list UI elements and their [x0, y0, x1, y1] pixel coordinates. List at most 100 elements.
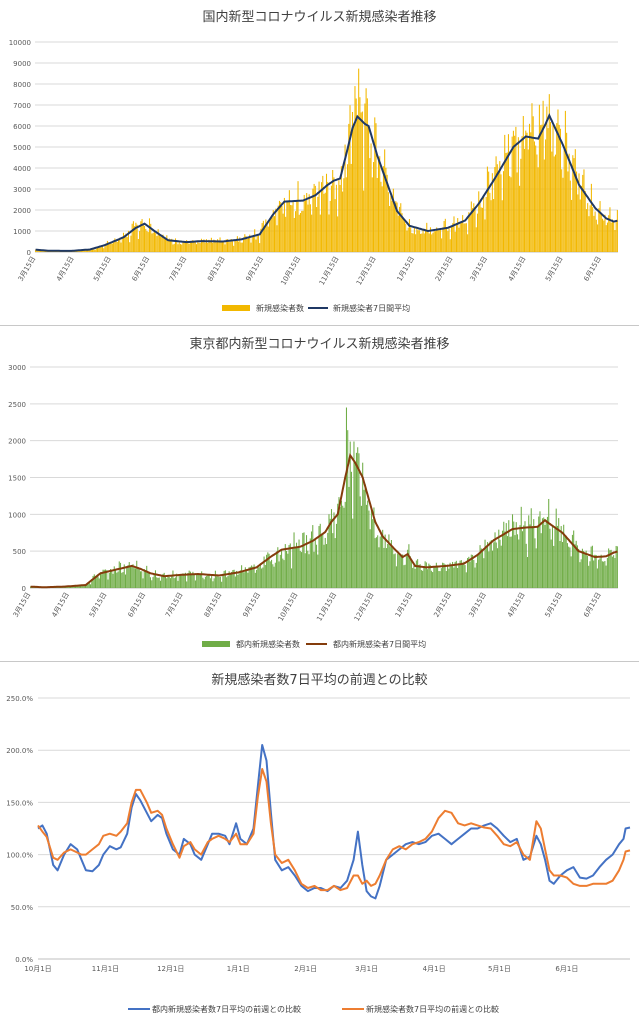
bar [606, 557, 608, 588]
bar [197, 240, 199, 252]
bar [361, 111, 363, 252]
bar [338, 180, 340, 252]
bar [80, 585, 82, 588]
bar [231, 241, 233, 252]
bar [178, 574, 180, 588]
y-tick-label: 8000 [13, 81, 31, 89]
bar [148, 218, 151, 252]
bar [392, 188, 394, 252]
bar [168, 577, 170, 588]
bar [388, 534, 390, 588]
bar [247, 237, 250, 252]
bar [519, 525, 521, 588]
bar [363, 190, 365, 252]
bar [432, 572, 434, 588]
bar [262, 567, 264, 588]
bar [520, 506, 522, 588]
bar [118, 239, 120, 252]
bar [503, 521, 505, 588]
bar [267, 552, 269, 588]
bar [390, 540, 392, 588]
chart-tokyo-svg: 東京都内新型コロナウイルス新規感染者推移 0 500 1000 1500 2000 250… [8, 336, 618, 649]
bar [490, 200, 492, 252]
bar [270, 219, 272, 252]
bar [392, 547, 394, 588]
bar [318, 526, 320, 588]
bar [325, 173, 328, 252]
bar [604, 561, 606, 588]
bar [499, 539, 501, 588]
bar [382, 166, 384, 252]
bar [509, 536, 511, 588]
bar [389, 206, 391, 252]
bar [272, 564, 274, 588]
bar [90, 248, 92, 252]
bar [353, 441, 355, 588]
bar [584, 190, 586, 252]
bar [448, 228, 450, 252]
bar [193, 574, 195, 588]
bar [82, 584, 84, 588]
y-tick-label: 0.0% [15, 956, 33, 964]
bar [567, 171, 569, 252]
bar [257, 565, 259, 588]
bar [493, 542, 495, 588]
bar [221, 581, 223, 588]
bar [488, 551, 490, 588]
bar [362, 462, 364, 588]
bar [459, 221, 461, 252]
bar [153, 573, 155, 588]
bar [599, 201, 601, 252]
bar [429, 564, 431, 588]
bar [359, 97, 361, 252]
bar [560, 526, 562, 588]
bar [414, 568, 416, 588]
bar [400, 555, 402, 588]
x-tick-label: 2月15日 [434, 255, 455, 283]
bar [509, 176, 511, 252]
bar [196, 574, 198, 588]
bar [407, 227, 409, 252]
bar [103, 569, 105, 588]
bar [92, 249, 94, 252]
bar [104, 246, 106, 252]
bar [205, 239, 207, 252]
bar [167, 575, 169, 588]
bar [81, 585, 83, 588]
bar [352, 518, 354, 588]
legend-label-bars: 新規感染者数 [256, 303, 304, 313]
chart-title: 新規感染者数7日平均の前週との比較 [211, 672, 427, 688]
bar [420, 233, 422, 252]
bar [117, 571, 119, 588]
bar [176, 573, 178, 588]
bar [443, 221, 445, 252]
bar [345, 177, 347, 252]
bar [498, 170, 500, 252]
bar [132, 221, 134, 252]
bar [579, 562, 581, 588]
bar [234, 239, 236, 252]
bar [252, 566, 254, 588]
y-tick-label: 1000 [8, 511, 26, 519]
bar [435, 562, 437, 588]
bar [204, 242, 206, 252]
bar [535, 548, 537, 588]
bar [142, 578, 144, 588]
bar [404, 564, 406, 588]
bar [616, 546, 618, 588]
x-tick-label: 4月15日 [50, 591, 71, 619]
bar [184, 572, 186, 588]
bar [365, 88, 367, 252]
bar [276, 551, 278, 588]
bar [460, 560, 462, 588]
bar [483, 196, 485, 252]
bar [358, 453, 360, 588]
bar [364, 103, 366, 252]
series-line-7day-average [35, 113, 618, 252]
bar [551, 151, 553, 252]
bar [95, 576, 97, 588]
bar [534, 538, 536, 588]
bar [319, 214, 321, 252]
bar [160, 236, 162, 252]
bar [259, 243, 261, 252]
